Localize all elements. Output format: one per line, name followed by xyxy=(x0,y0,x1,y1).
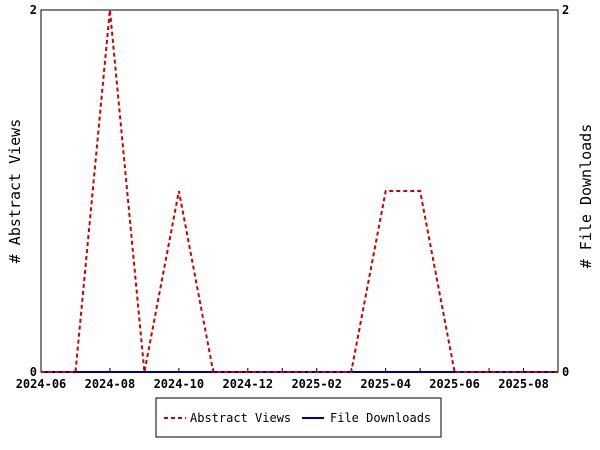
plot-area xyxy=(40,9,559,373)
y-left-tick-label-2: 2 xyxy=(30,3,37,17)
x-tick-label-2024-08: 2024-08 xyxy=(85,377,136,391)
y-right-tick-label-2: 2 xyxy=(562,3,569,17)
x-tick-label-2025-08: 2025-08 xyxy=(498,377,549,391)
y-right-tick-label-0: 0 xyxy=(562,365,569,379)
legend-box xyxy=(155,397,442,438)
y-axis-tick-labels: 0 2 0 2 xyxy=(30,3,569,379)
series-layer xyxy=(40,9,559,373)
x-tick-label-2024-12: 2024-12 xyxy=(223,377,274,391)
y-axis-title-left: # Abstract Views xyxy=(6,119,24,264)
x-tick-label-2025-04: 2025-04 xyxy=(360,377,411,391)
legend-label-file-downloads: File Downloads xyxy=(330,411,431,425)
x-tick-label-2025-06: 2025-06 xyxy=(429,377,480,391)
y-axis-title-right: # File Downloads xyxy=(577,124,595,269)
series-line-abstract-views xyxy=(41,9,558,373)
x-tick-label-2025-02: 2025-02 xyxy=(291,377,342,391)
x-tick-label-2024-06: 2024-06 xyxy=(16,377,67,391)
legend: Abstract Views File Downloads xyxy=(155,397,442,438)
x-axis-tick-labels: 2024-06 2024-08 2024-10 2024-12 2025-02 2025-… xyxy=(16,377,549,391)
legend-label-abstract-views: Abstract Views xyxy=(190,411,291,425)
x-tick-label-2024-10: 2024-10 xyxy=(154,377,205,391)
y-left-tick-label-0: 0 xyxy=(30,365,37,379)
